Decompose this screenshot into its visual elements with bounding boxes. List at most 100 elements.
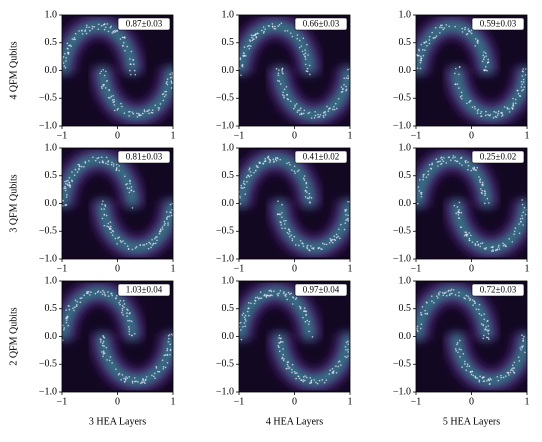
y-tick-label: 0.0 [222, 331, 235, 342]
sample-point [298, 169, 300, 172]
sample-point [331, 108, 334, 111]
sample-point [293, 235, 296, 238]
sample-point [451, 292, 453, 295]
column-label: 4 HEA Layers [266, 416, 323, 427]
sample-point [464, 26, 467, 29]
sample-point [437, 297, 439, 299]
subplot: 0.81±0.03 1.0 0.5 0.0 −0.5 −1.0−1 0 1 [39, 142, 176, 274]
sample-point [416, 202, 419, 205]
sample-point [274, 28, 277, 30]
sample-point [339, 237, 341, 240]
sample-point [129, 182, 131, 185]
sample-point [79, 297, 82, 300]
sample-point [490, 246, 493, 248]
sample-point [461, 27, 464, 30]
sample-point [498, 248, 501, 251]
sample-point [416, 54, 419, 57]
sample-point [98, 161, 101, 164]
sample-point [468, 237, 471, 240]
sample-point [126, 308, 128, 310]
sample-point [467, 161, 469, 163]
sample-point [460, 348, 462, 351]
sample-point [243, 180, 245, 183]
sample-point [137, 112, 140, 115]
sample-point [468, 29, 471, 32]
sample-point [166, 361, 169, 364]
sample-point [129, 180, 131, 183]
sample-point [485, 55, 487, 57]
sample-point [463, 296, 465, 299]
sample-point [164, 90, 166, 93]
sample-point [521, 214, 523, 217]
sample-point [422, 48, 424, 51]
sample-point [521, 217, 524, 220]
sample-point [462, 352, 465, 355]
sample-point [113, 109, 116, 112]
sample-point [507, 372, 510, 374]
sample-point [244, 318, 247, 320]
sample-point [91, 25, 94, 28]
sample-point [127, 309, 129, 311]
sample-point [166, 354, 169, 356]
sample-point [308, 248, 310, 251]
sample-point [434, 36, 437, 39]
sample-point [475, 38, 477, 40]
x-tick-label: −1 [234, 130, 245, 141]
sample-point [119, 240, 122, 242]
sample-point [420, 59, 423, 62]
subplot: 1.03±0.04 1.0 0.5 0.0 −0.5 −1.0−1 0 1 [39, 275, 176, 407]
sample-point [150, 246, 152, 249]
sample-point [447, 290, 450, 292]
sample-point [144, 379, 147, 382]
sample-point [245, 320, 247, 322]
sample-point [81, 33, 84, 35]
sample-point [76, 171, 79, 173]
sample-point [248, 307, 250, 309]
sample-point [484, 52, 487, 55]
sample-point [89, 29, 91, 32]
sample-point [86, 292, 89, 294]
sample-point [325, 379, 328, 381]
sample-point [485, 110, 487, 113]
sample-point [287, 291, 290, 294]
sample-point [313, 117, 316, 119]
sample-point [103, 74, 106, 77]
sample-point [270, 290, 273, 293]
subplot: 0.41±0.02 1.0 0.5 0.0 −0.5 −1.0−1 0 1 [216, 142, 353, 274]
sample-point [479, 245, 482, 248]
sample-point [115, 297, 117, 299]
sample-point [100, 85, 103, 88]
y-tick-label: −1.0 [39, 386, 57, 397]
sample-point [302, 242, 304, 245]
x-tick-label: 0 [115, 130, 120, 141]
sample-point [104, 205, 107, 207]
sample-point [133, 69, 136, 72]
sample-point [135, 380, 137, 383]
sample-point [486, 379, 488, 382]
sample-point [288, 367, 291, 369]
sample-point [422, 176, 425, 178]
sample-point [306, 247, 309, 250]
sample-point [477, 244, 479, 246]
sample-point [244, 325, 247, 328]
x-tick-label: 1 [171, 396, 176, 407]
sample-point [91, 27, 94, 30]
sample-point [63, 327, 66, 329]
sample-point [155, 236, 157, 238]
sample-point [443, 157, 445, 159]
heatmap [416, 281, 527, 392]
sample-point [272, 158, 275, 161]
sample-point [518, 360, 521, 362]
sample-point [158, 232, 161, 235]
sample-point [485, 247, 487, 249]
sample-point [308, 330, 310, 333]
sample-point [297, 375, 300, 378]
sample-point [133, 63, 135, 66]
sample-point [497, 246, 500, 248]
sample-point [497, 110, 500, 113]
sample-point [305, 186, 308, 189]
sample-point [480, 110, 483, 113]
sample-point [337, 235, 339, 238]
sample-point [126, 312, 128, 314]
sample-point [294, 172, 296, 174]
